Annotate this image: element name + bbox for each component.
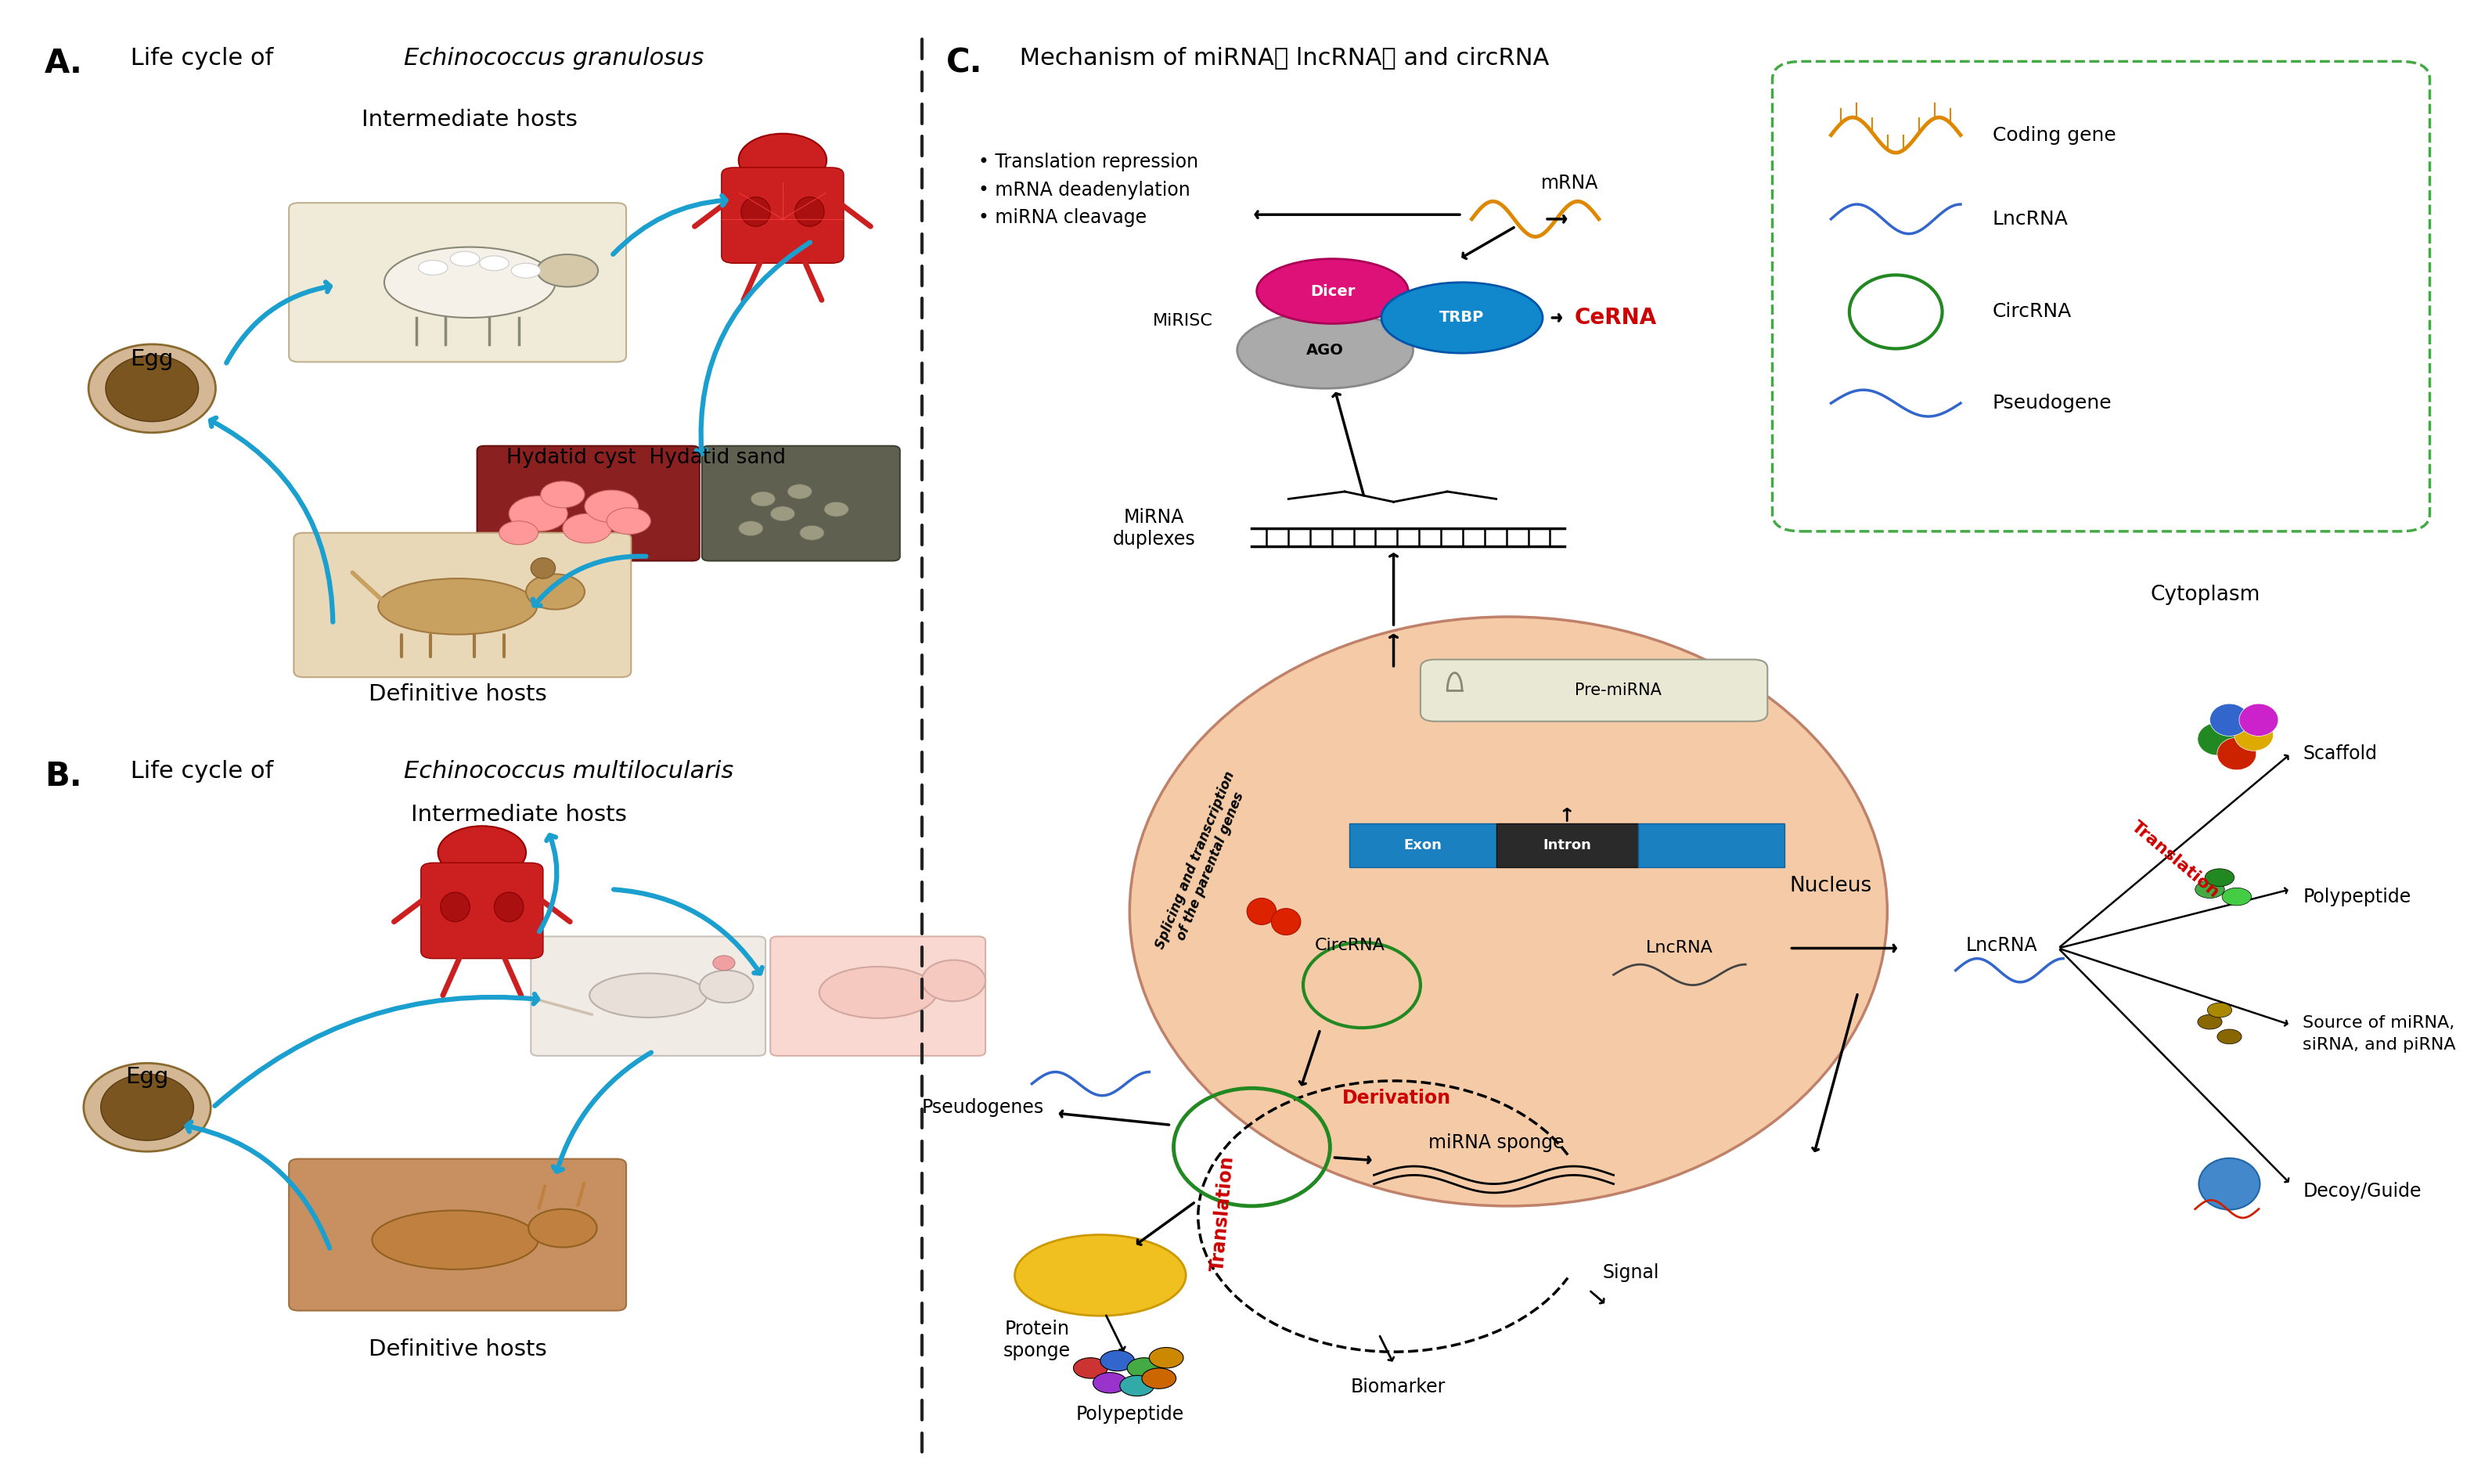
FancyBboxPatch shape bbox=[531, 936, 765, 1055]
Ellipse shape bbox=[85, 1063, 212, 1152]
Circle shape bbox=[1141, 1368, 1176, 1389]
Text: mRNA: mRNA bbox=[1540, 174, 1597, 193]
Text: Source of miRNA,
siRNA, and piRNA: Source of miRNA, siRNA, and piRNA bbox=[2303, 1015, 2455, 1052]
FancyBboxPatch shape bbox=[770, 936, 984, 1055]
Text: Coding gene: Coding gene bbox=[1991, 126, 2116, 144]
Ellipse shape bbox=[2198, 723, 2238, 755]
Ellipse shape bbox=[2210, 703, 2248, 736]
Text: • Translation repression
• mRNA deadenylation
• miRNA cleavage: • Translation repression • mRNA deadenyl… bbox=[977, 153, 1199, 227]
FancyBboxPatch shape bbox=[1351, 824, 1495, 867]
Text: Echinococcus multilocularis: Echinococcus multilocularis bbox=[404, 760, 733, 782]
FancyBboxPatch shape bbox=[1637, 824, 1784, 867]
Circle shape bbox=[2223, 887, 2250, 905]
Circle shape bbox=[541, 481, 586, 508]
FancyBboxPatch shape bbox=[723, 168, 845, 263]
Ellipse shape bbox=[713, 956, 735, 971]
Circle shape bbox=[2218, 1030, 2243, 1043]
Text: Dicer: Dicer bbox=[1311, 283, 1356, 298]
Ellipse shape bbox=[1236, 312, 1413, 389]
Circle shape bbox=[606, 508, 650, 534]
Ellipse shape bbox=[2218, 738, 2255, 770]
Ellipse shape bbox=[1256, 258, 1408, 324]
Circle shape bbox=[2195, 880, 2225, 898]
Text: Nucleus: Nucleus bbox=[1789, 876, 1871, 896]
Text: Scaffold: Scaffold bbox=[2303, 745, 2377, 763]
Text: Protein
sponge: Protein sponge bbox=[1004, 1319, 1072, 1359]
Text: LncRNA: LncRNA bbox=[1966, 936, 2036, 954]
Ellipse shape bbox=[531, 558, 556, 579]
Circle shape bbox=[1149, 1347, 1184, 1368]
Text: CircRNA: CircRNA bbox=[1991, 303, 2071, 321]
FancyBboxPatch shape bbox=[421, 862, 543, 959]
Circle shape bbox=[439, 827, 526, 879]
Text: Signal: Signal bbox=[1602, 1263, 1660, 1282]
Circle shape bbox=[2205, 868, 2235, 886]
Ellipse shape bbox=[528, 1209, 598, 1247]
Text: B.: B. bbox=[45, 760, 82, 792]
Circle shape bbox=[738, 521, 763, 536]
Circle shape bbox=[738, 134, 827, 187]
Text: Intermediate hosts: Intermediate hosts bbox=[411, 804, 625, 825]
Ellipse shape bbox=[2235, 718, 2273, 751]
Circle shape bbox=[770, 506, 795, 521]
Text: A.: A. bbox=[45, 46, 82, 80]
Ellipse shape bbox=[493, 892, 523, 922]
Text: CircRNA: CircRNA bbox=[1313, 938, 1386, 953]
Circle shape bbox=[563, 513, 611, 543]
Text: MiRNA
duplexes: MiRNA duplexes bbox=[1114, 508, 1196, 549]
Text: Pseudogene: Pseudogene bbox=[1991, 393, 2111, 413]
Text: Splicing and transcription
of the parental genes: Splicing and transcription of the parent… bbox=[1154, 769, 1253, 957]
Ellipse shape bbox=[1381, 282, 1543, 353]
FancyBboxPatch shape bbox=[1772, 61, 2430, 531]
Text: Exon: Exon bbox=[1403, 838, 1443, 852]
FancyArrowPatch shape bbox=[578, 1183, 583, 1205]
Text: Polypeptide: Polypeptide bbox=[2303, 887, 2410, 907]
Circle shape bbox=[2208, 1003, 2233, 1018]
Ellipse shape bbox=[2240, 703, 2278, 736]
Ellipse shape bbox=[379, 579, 536, 635]
Ellipse shape bbox=[1014, 1235, 1186, 1316]
Text: Derivation: Derivation bbox=[1343, 1089, 1450, 1109]
Ellipse shape bbox=[90, 344, 217, 433]
Ellipse shape bbox=[1246, 898, 1276, 925]
Text: Translation: Translation bbox=[2128, 819, 2223, 901]
Text: Decoy/Guide: Decoy/Guide bbox=[2303, 1181, 2422, 1201]
FancyBboxPatch shape bbox=[289, 203, 625, 362]
Text: Hydatid cyst  Hydatid sand: Hydatid cyst Hydatid sand bbox=[506, 447, 785, 467]
Text: Egg: Egg bbox=[130, 349, 174, 371]
Ellipse shape bbox=[795, 197, 825, 227]
Ellipse shape bbox=[526, 574, 586, 610]
Circle shape bbox=[787, 484, 812, 499]
Text: Mechanism of miRNA， lncRNA， and circRNA: Mechanism of miRNA， lncRNA， and circRNA bbox=[1012, 46, 1550, 70]
Text: Life cycle of: Life cycle of bbox=[122, 46, 282, 70]
Circle shape bbox=[508, 496, 568, 531]
Text: Echinococcus granulosus: Echinococcus granulosus bbox=[404, 46, 703, 70]
Ellipse shape bbox=[536, 254, 598, 286]
Circle shape bbox=[1126, 1358, 1161, 1379]
Ellipse shape bbox=[1271, 908, 1301, 935]
Text: Intermediate hosts: Intermediate hosts bbox=[361, 108, 578, 131]
Text: miRNA sponge: miRNA sponge bbox=[1428, 1134, 1565, 1152]
Ellipse shape bbox=[451, 251, 478, 266]
Circle shape bbox=[1094, 1373, 1126, 1393]
Ellipse shape bbox=[105, 355, 199, 421]
Ellipse shape bbox=[820, 966, 937, 1018]
Text: LncRNA: LncRNA bbox=[1991, 209, 2068, 229]
Circle shape bbox=[1119, 1376, 1154, 1396]
Ellipse shape bbox=[1129, 617, 1886, 1206]
FancyArrowPatch shape bbox=[538, 1186, 546, 1208]
Circle shape bbox=[2198, 1015, 2223, 1030]
Text: Pseudogenes: Pseudogenes bbox=[922, 1098, 1044, 1117]
Circle shape bbox=[825, 502, 850, 516]
Ellipse shape bbox=[591, 974, 708, 1018]
Text: Cytoplasm: Cytoplasm bbox=[2151, 585, 2260, 605]
FancyBboxPatch shape bbox=[1420, 659, 1767, 721]
Ellipse shape bbox=[740, 197, 770, 227]
Text: CeRNA: CeRNA bbox=[1575, 307, 1657, 328]
Ellipse shape bbox=[478, 255, 508, 270]
Ellipse shape bbox=[511, 263, 541, 278]
FancyBboxPatch shape bbox=[703, 445, 900, 561]
Text: Definitive hosts: Definitive hosts bbox=[369, 1339, 546, 1361]
Ellipse shape bbox=[384, 246, 556, 318]
